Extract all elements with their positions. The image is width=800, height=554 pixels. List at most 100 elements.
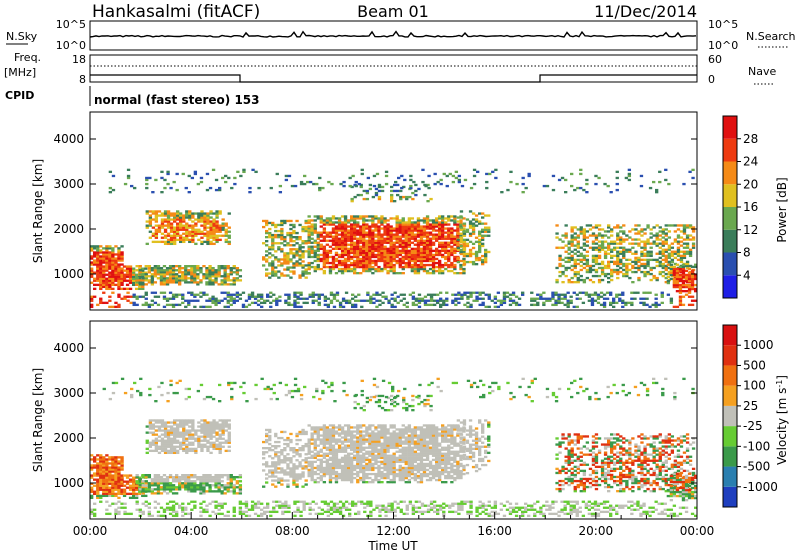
heatmap-cell <box>582 228 587 231</box>
heatmap-cell <box>438 229 442 232</box>
heatmap-cell <box>160 437 165 440</box>
heatmap-cell <box>459 228 464 231</box>
heatmap-cell <box>447 231 451 234</box>
heatmap-cell <box>171 484 176 487</box>
heatmap-cell <box>329 301 334 305</box>
heatmap-cell <box>120 476 124 479</box>
heatmap-cell <box>114 468 118 471</box>
colorbar-tick-label: 20 <box>743 177 758 191</box>
heatmap-cell <box>410 253 415 257</box>
heatmap-cell <box>262 256 266 259</box>
heatmap-cell <box>597 266 602 270</box>
heatmap-cell <box>594 224 599 227</box>
heatmap-cell <box>371 235 375 238</box>
heatmap-cell <box>395 217 399 220</box>
heatmap-cell <box>484 293 488 296</box>
heatmap-cell <box>232 488 236 491</box>
heatmap-cell <box>274 447 278 450</box>
heatmap-cell <box>521 293 525 296</box>
heatmap-cell <box>117 468 121 471</box>
heatmap-cell <box>684 283 689 287</box>
heatmap-cell <box>111 277 115 280</box>
heatmap-cell <box>347 221 351 224</box>
heatmap-cell <box>173 228 177 231</box>
heatmap-cell <box>93 287 97 291</box>
heatmap-cell <box>202 482 206 485</box>
heatmap-cell <box>658 252 662 255</box>
heatmap-cell <box>117 470 121 473</box>
heatmap-cell <box>607 262 611 266</box>
heatmap-cell <box>658 226 662 229</box>
heatmap-cell <box>128 496 133 500</box>
heatmap-cell <box>386 259 390 263</box>
heatmap-cell <box>481 244 485 248</box>
heatmap-cell <box>395 223 399 226</box>
heatmap-cell <box>399 299 403 302</box>
heatmap-cell <box>343 229 348 232</box>
heatmap-cell <box>163 431 168 434</box>
heatmap-cell <box>634 258 638 262</box>
heatmap-cell <box>310 251 314 255</box>
heatmap-cell <box>484 234 488 237</box>
heatmap-cell <box>694 277 698 281</box>
freq-tick-bottom: 8 <box>79 73 86 86</box>
heatmap-cell <box>380 189 385 193</box>
heatmap-cell <box>99 265 103 268</box>
heatmap-cell <box>99 267 103 270</box>
heatmap-cell <box>619 242 623 245</box>
heatmap-cell <box>199 492 203 495</box>
heatmap-cell <box>209 429 213 432</box>
heatmap-cell <box>169 214 174 217</box>
heatmap-cell <box>637 224 641 227</box>
heatmap-cell <box>597 254 602 258</box>
heatmap-cell <box>99 470 103 473</box>
heatmap-cell <box>407 241 412 244</box>
heatmap-cell <box>365 197 370 201</box>
heatmap-cell <box>447 217 451 220</box>
heatmap-cell <box>200 445 204 448</box>
heatmap-cell <box>135 277 139 280</box>
heatmap-cell <box>459 226 464 229</box>
heatmap-cell <box>173 218 177 221</box>
heatmap-cell <box>289 231 293 235</box>
heatmap-cell <box>444 223 448 226</box>
heatmap-cell <box>441 225 445 228</box>
heatmap-cell <box>371 233 375 236</box>
heatmap-cell <box>111 462 115 465</box>
heatmap-cell <box>643 232 647 235</box>
heatmap-cell <box>425 253 430 257</box>
heatmap-cell <box>419 249 424 253</box>
heatmap-cell <box>292 483 296 486</box>
heatmap-cell <box>203 423 207 426</box>
heatmap-cell <box>348 299 352 302</box>
heatmap-cell <box>182 423 186 426</box>
heatmap-cell <box>618 297 622 300</box>
heatmap-cell <box>194 437 198 440</box>
heatmap-cell <box>664 224 668 227</box>
heatmap-cell <box>681 283 686 287</box>
heatmap-cell <box>111 263 115 266</box>
heatmap-cell <box>271 248 275 251</box>
heatmap-cell <box>154 421 159 424</box>
heatmap-cell <box>145 182 149 186</box>
heatmap-cell <box>176 232 180 235</box>
heatmap-cell <box>165 299 170 302</box>
heatmap-cell <box>148 216 153 219</box>
heatmap-cell <box>114 277 118 280</box>
heatmap-cell <box>253 297 258 300</box>
heatmap-cell <box>447 223 451 226</box>
heatmap-cell <box>188 210 192 213</box>
heatmap-cell <box>96 464 100 467</box>
heatmap-cell <box>366 293 370 296</box>
heatmap-cell <box>122 494 127 498</box>
heatmap-cell <box>646 258 650 262</box>
heatmap-cell <box>360 305 364 309</box>
heatmap-cell <box>173 421 177 424</box>
heatmap-cell <box>289 223 293 227</box>
heatmap-cell <box>190 486 194 489</box>
heatmap-cell <box>90 271 94 274</box>
heatmap-cell <box>248 191 252 194</box>
heatmap-cell <box>132 293 136 296</box>
heatmap-cell <box>286 254 290 257</box>
heatmap-cell <box>673 240 678 243</box>
